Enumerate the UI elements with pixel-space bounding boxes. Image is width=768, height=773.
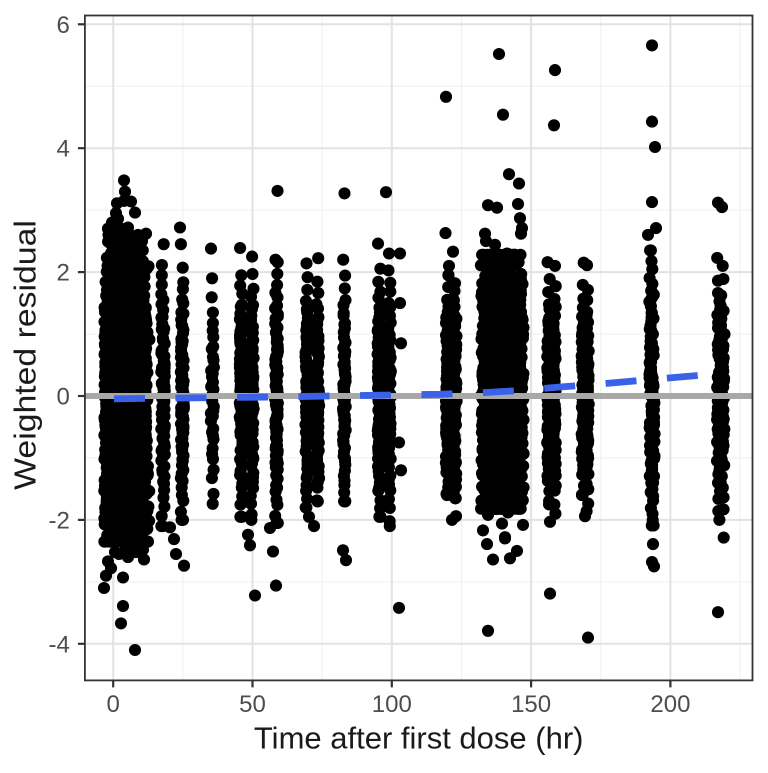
svg-text:4: 4 bbox=[57, 136, 70, 163]
svg-text:-4: -4 bbox=[49, 631, 70, 658]
svg-text:Time after first dose (hr): Time after first dose (hr) bbox=[254, 721, 584, 756]
svg-text:0: 0 bbox=[107, 691, 120, 718]
svg-text:6: 6 bbox=[57, 12, 70, 39]
svg-text:-2: -2 bbox=[49, 507, 70, 534]
svg-text:200: 200 bbox=[650, 691, 690, 718]
svg-text:Weighted residual: Weighted residual bbox=[8, 220, 42, 490]
svg-text:0: 0 bbox=[57, 384, 70, 411]
svg-text:50: 50 bbox=[239, 691, 266, 718]
svg-text:2: 2 bbox=[57, 260, 70, 287]
svg-text:150: 150 bbox=[511, 691, 551, 718]
svg-text:100: 100 bbox=[372, 691, 412, 718]
